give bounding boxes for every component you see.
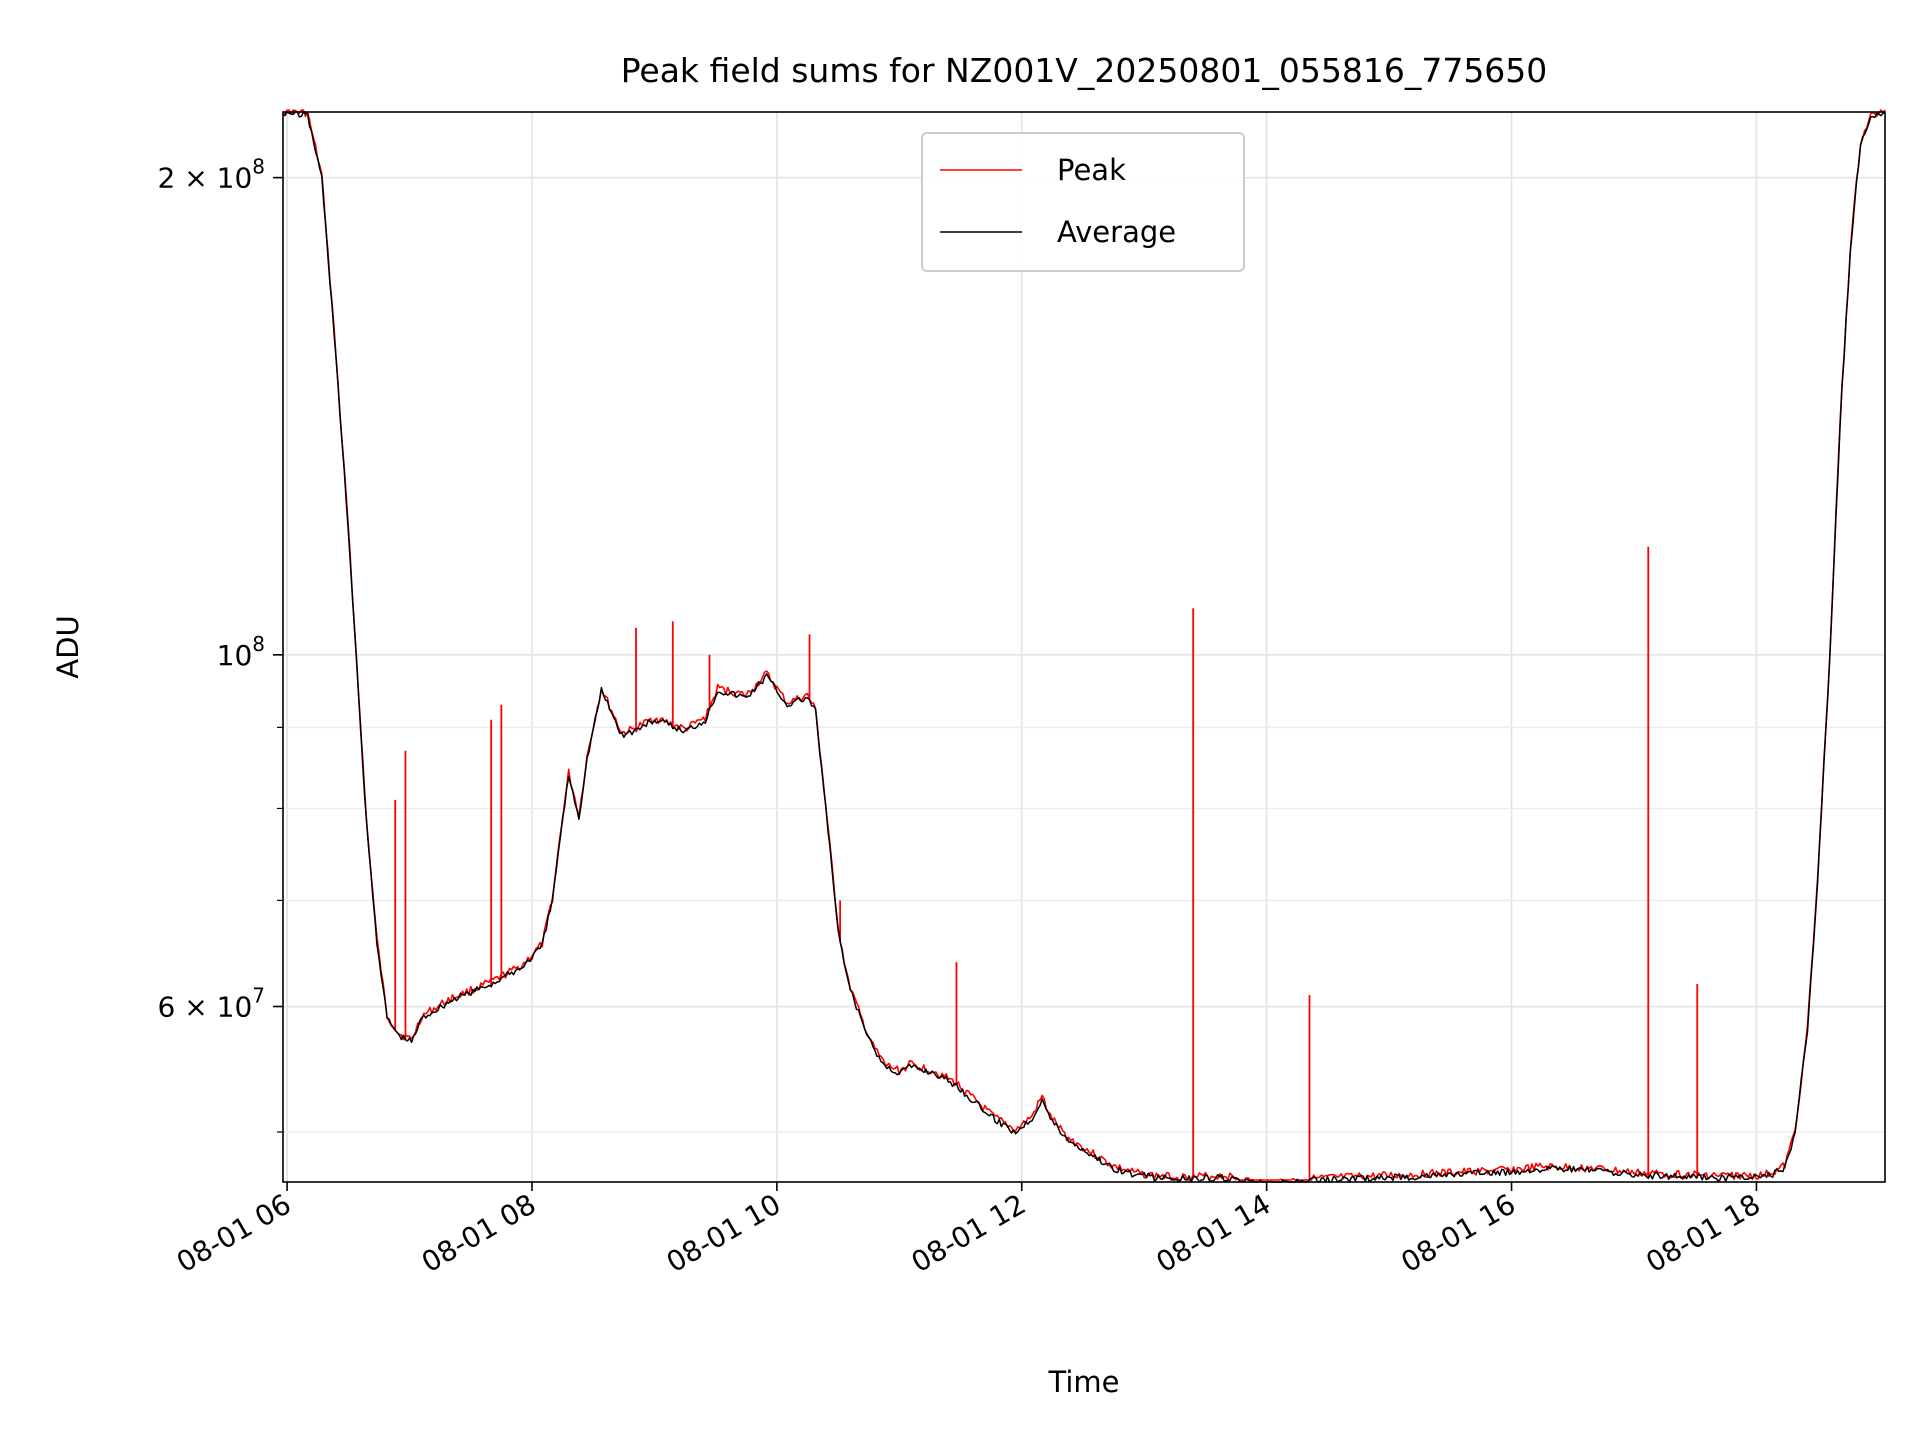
- legend-box: [921, 132, 1245, 272]
- y-tick-label: 6 × 107: [158, 984, 265, 1024]
- legend-label-average: Average: [1057, 215, 1176, 249]
- y-tick-label-base: 10: [217, 639, 253, 672]
- x-axis-label: Time: [1048, 1365, 1120, 1399]
- y-axis-label: ADU: [51, 615, 85, 678]
- grid-layer: [283, 112, 1885, 1182]
- y-tick-label-exponent: 7: [252, 984, 265, 1008]
- y-tick-label: 108: [217, 632, 265, 672]
- y-tick-label-exponent: 8: [252, 155, 265, 179]
- series-layer: [282, 109, 1886, 1183]
- legend-label-peak: Peak: [1057, 153, 1126, 187]
- series-average-line: [282, 111, 1886, 1183]
- y-tick-label: 2 × 108: [158, 155, 265, 195]
- y-tick-label-base: 2 × 10: [158, 162, 253, 195]
- y-tick-label-base: 6 × 10: [158, 991, 253, 1024]
- chart-title: Peak field sums for NZ001V_20250801_0558…: [621, 51, 1548, 90]
- plot-frame: [282, 111, 1886, 1183]
- legend: Peak Average: [921, 132, 1245, 272]
- y-tick-label-exponent: 8: [252, 632, 265, 656]
